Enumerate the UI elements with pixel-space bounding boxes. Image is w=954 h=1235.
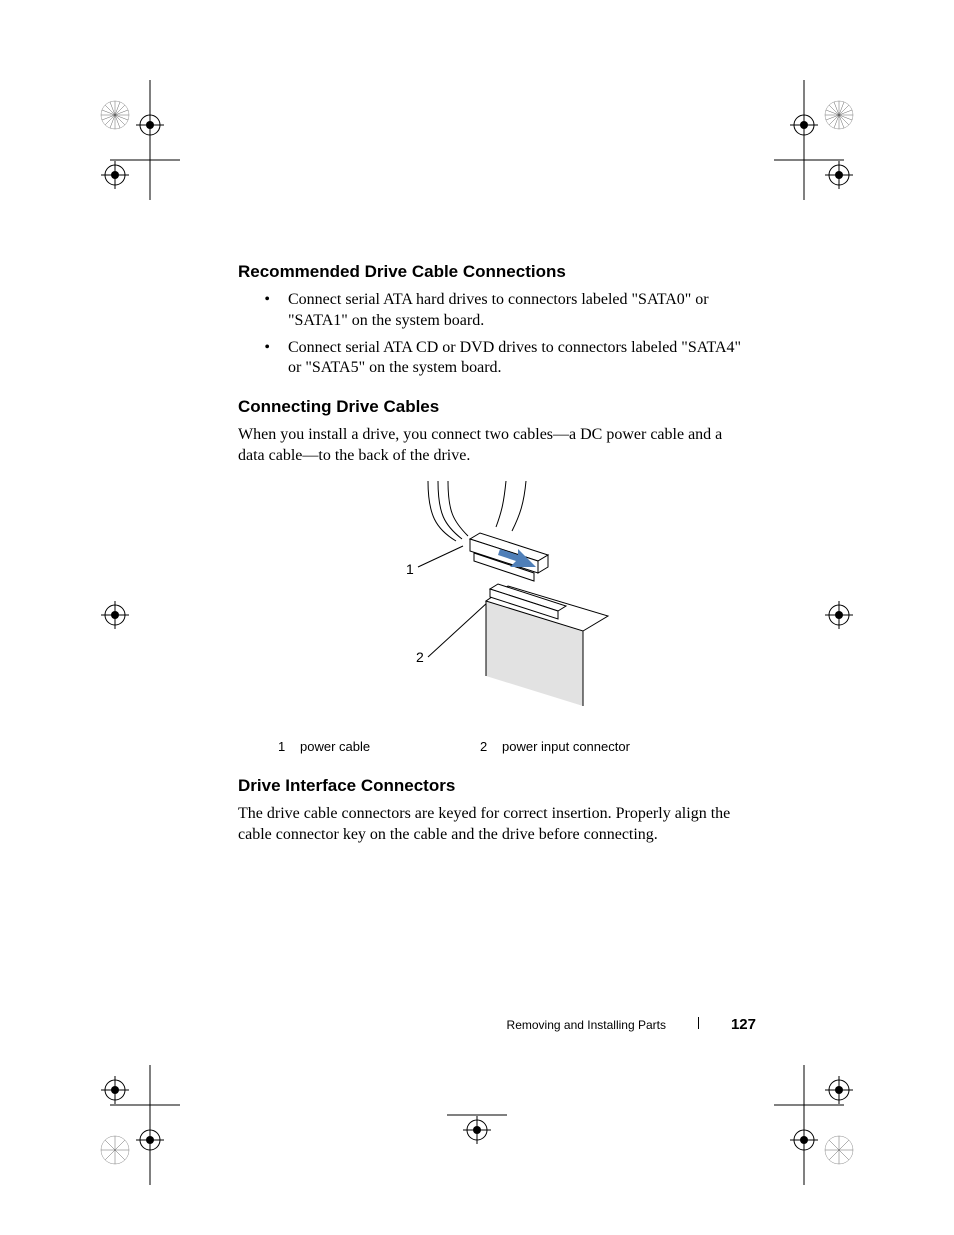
crop-mark-bottom-left: [60, 1065, 180, 1185]
footer-separator: [698, 1017, 699, 1029]
footer-page-number: 127: [731, 1016, 756, 1033]
legend-num: 1: [278, 739, 300, 754]
legend-label: power input connector: [502, 739, 682, 754]
crop-mark-mid-left: [90, 595, 140, 635]
figure-drive-cables: 1 2: [238, 481, 748, 731]
page-footer: Removing and Installing Parts 127: [507, 1016, 756, 1033]
drive-diagram: [238, 481, 748, 711]
crop-mark-mid-right: [814, 595, 864, 635]
body-interface: The drive cable connectors are keyed for…: [238, 804, 748, 846]
figure-legend: 1 power cable 2 power input connector: [238, 739, 748, 754]
crop-mark-top-left: [60, 80, 180, 200]
crop-mark-bottom-right: [774, 1065, 894, 1185]
footer-chapter: Removing and Installing Parts: [507, 1018, 666, 1032]
body-connecting: When you install a drive, you connect tw…: [238, 425, 748, 467]
heading-interface: Drive Interface Connectors: [238, 776, 748, 796]
legend-num: 2: [480, 739, 502, 754]
crop-mark-bottom-center: [447, 1105, 507, 1155]
bullet-list-1: Connect serial ATA hard drives to connec…: [238, 290, 748, 379]
heading-connecting: Connecting Drive Cables: [238, 397, 748, 417]
bullet-item: Connect serial ATA CD or DVD drives to c…: [282, 338, 748, 380]
legend-label: power cable: [300, 739, 480, 754]
bullet-item: Connect serial ATA hard drives to connec…: [282, 290, 748, 332]
heading-recommended: Recommended Drive Cable Connections: [238, 262, 748, 282]
crop-mark-top-right: [774, 80, 894, 200]
